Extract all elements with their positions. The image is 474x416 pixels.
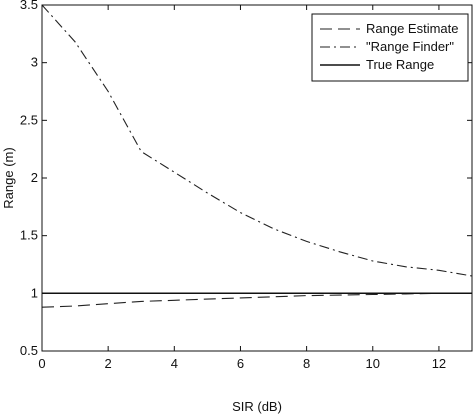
- x-axis-title: SIR (dB): [232, 399, 282, 414]
- legend-label-1: Range Estimate: [366, 21, 459, 36]
- series-layer: [41, 4, 473, 308]
- x-tick-label: 6: [237, 356, 244, 371]
- y-tick-label: 1: [31, 285, 38, 300]
- tick-layer: 0 2 4 6 8 10 12 0.5 1 1.5 2 2.5 3 3.5: [20, 0, 472, 371]
- x-tick-label: 2: [105, 356, 112, 371]
- x-tick-label: 10: [366, 356, 380, 371]
- y-tick-label: 2: [31, 170, 38, 185]
- y-tick-label: 0.5: [20, 343, 38, 358]
- series-line-2: [41, 4, 473, 277]
- x-tick-label: 0: [38, 356, 45, 371]
- y-tick-label: 3: [31, 55, 38, 70]
- legend-label-2: "Range Finder": [366, 39, 454, 54]
- y-tick-label: 3.5: [20, 0, 38, 12]
- x-tick-label: 4: [171, 356, 178, 371]
- x-tick-label: 8: [303, 356, 310, 371]
- legend-box: [311, 13, 469, 82]
- legend-label-3: True Range: [366, 57, 434, 72]
- y-axis-title: Range (m): [1, 147, 16, 208]
- y-tick-label: 1.5: [20, 228, 38, 243]
- y-tick-label: 2.5: [20, 112, 38, 127]
- legend: Range Estimate "Range Finder" True Range: [311, 13, 469, 82]
- x-tick-label: 12: [432, 356, 446, 371]
